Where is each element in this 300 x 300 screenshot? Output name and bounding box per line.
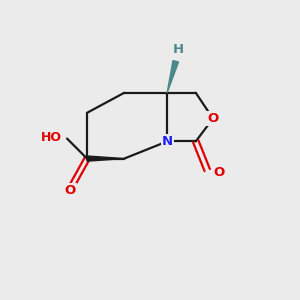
Text: HO: HO bbox=[41, 131, 62, 144]
Text: O: O bbox=[213, 167, 224, 179]
Polygon shape bbox=[87, 156, 124, 161]
Text: N: N bbox=[162, 135, 173, 148]
Text: H: H bbox=[173, 44, 184, 56]
Text: O: O bbox=[207, 112, 219, 125]
Text: O: O bbox=[64, 184, 76, 196]
Polygon shape bbox=[167, 61, 178, 93]
